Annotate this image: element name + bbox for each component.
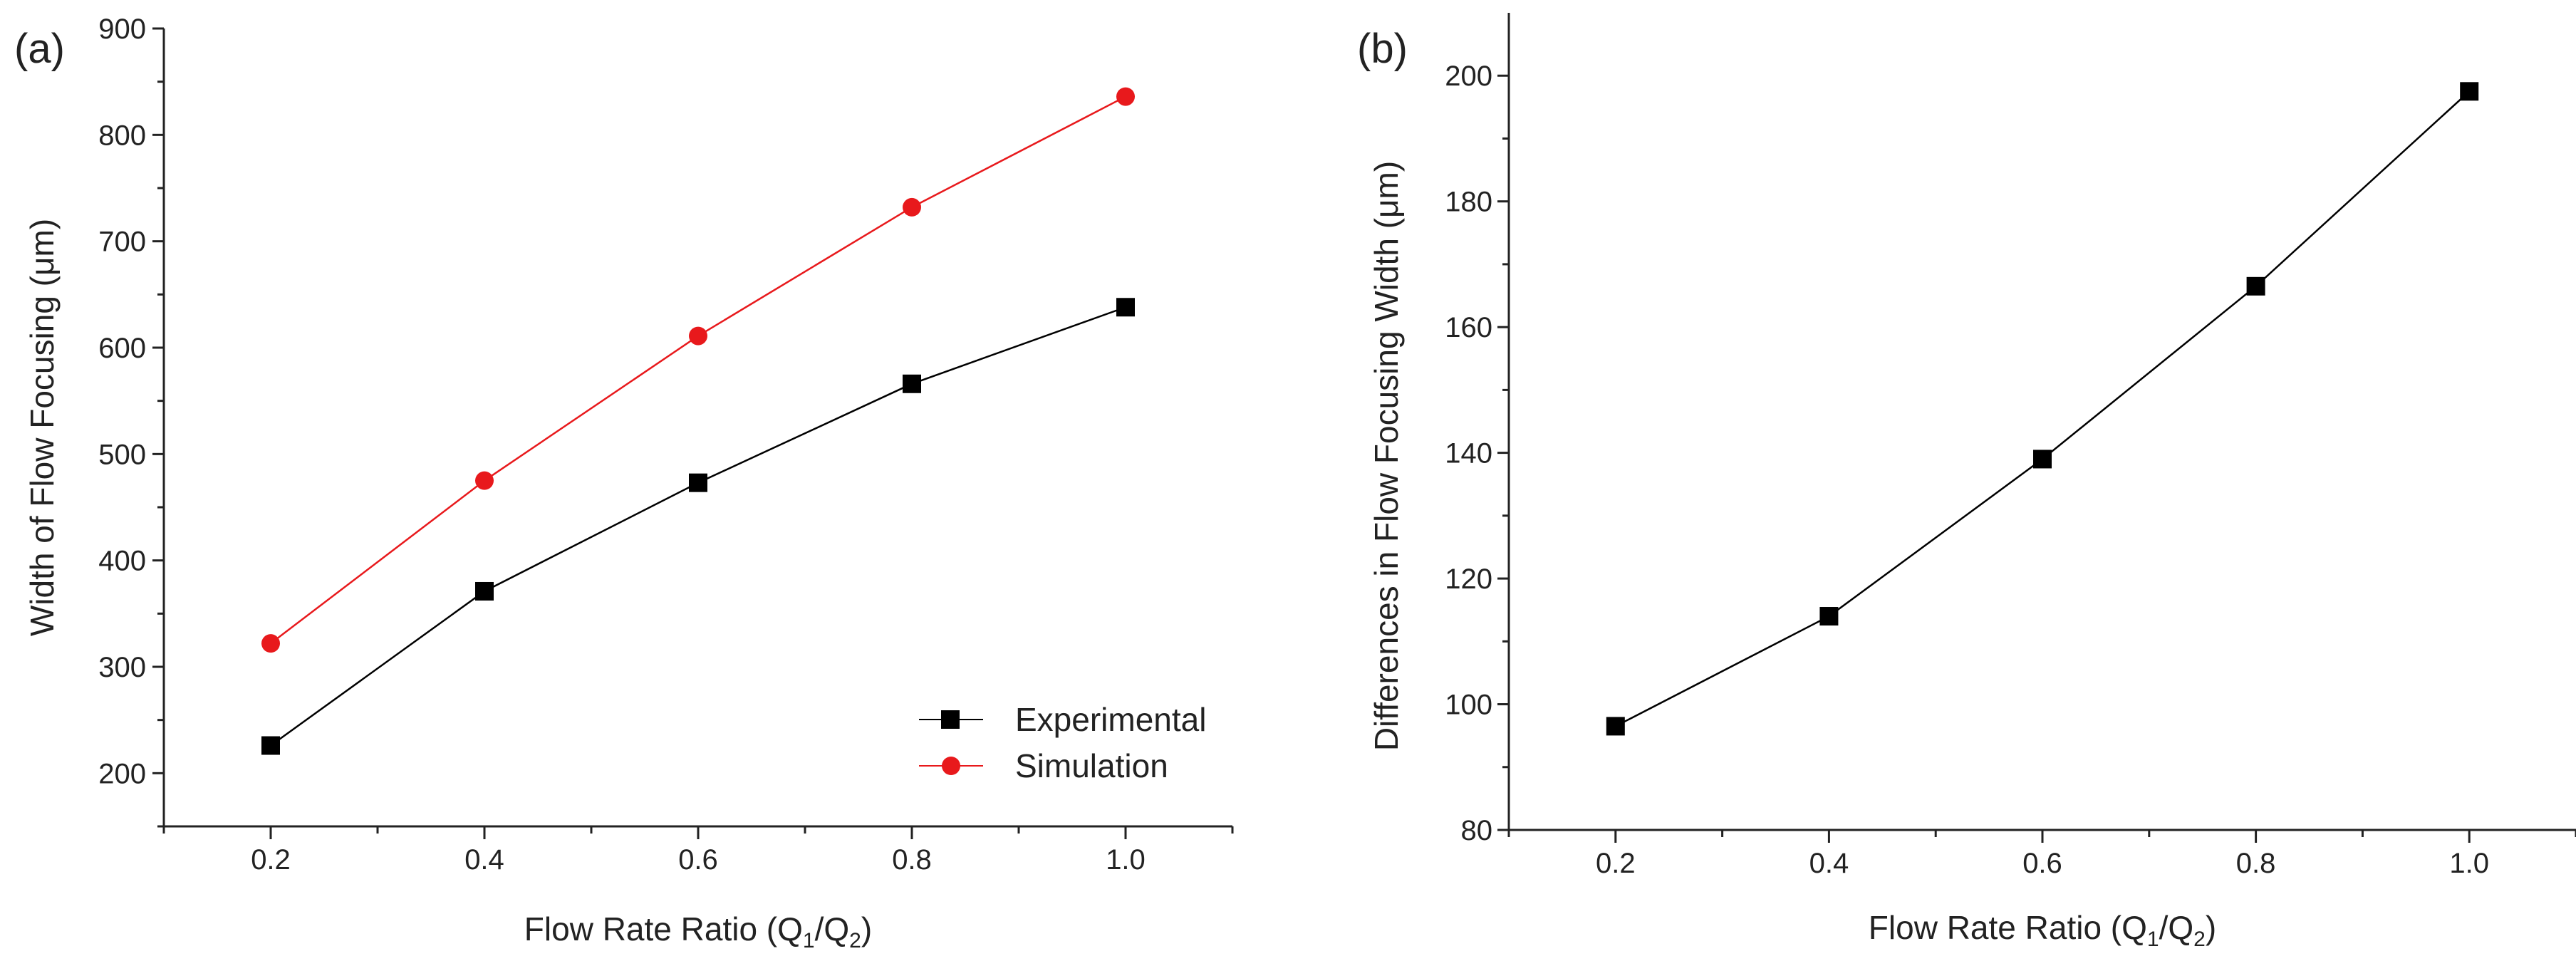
data-point-simulation: [475, 471, 494, 490]
x-tick-label: 0.8: [892, 844, 932, 876]
panel-a-label: (a): [14, 26, 65, 72]
chart-panel-b: (b) 0.2 0.4 0.6 0.8 1.0 80 100 120 140 160 180 200…: [1357, 13, 2576, 951]
x-tick-label: 0.6: [2022, 848, 2062, 879]
y-tick-label: 100: [1445, 690, 1492, 721]
panel-b-markers: [1606, 82, 2479, 736]
y-tick-label: 300: [98, 652, 146, 683]
data-point-simulation: [689, 326, 707, 346]
legend-experimental-label: Experimental: [1015, 701, 1206, 738]
data-point-experimental: [261, 736, 280, 755]
x-tick-label: 0.2: [1596, 848, 1636, 879]
panel-b-axes-frame: [1507, 13, 2576, 831]
y-tick-label: 200: [1445, 61, 1492, 92]
y-tick-label: 80: [1461, 815, 1493, 846]
data-point-simulation: [261, 634, 280, 653]
panel-a-x-ticks: 0.2 0.4 0.6 0.8 1.0: [162, 826, 1234, 876]
y-tick-label: 180: [1445, 187, 1492, 218]
data-point-difference: [2033, 450, 2052, 469]
y-tick-label: 140: [1445, 438, 1492, 469]
data-point-simulation: [1116, 87, 1135, 106]
y-tick-label: 500: [98, 439, 146, 470]
legend-simulation-marker: [942, 757, 960, 775]
y-tick-label: 600: [98, 333, 146, 364]
data-point-simulation: [903, 197, 921, 217]
chart-panel-a: (a) 0.2 0.4 0.6 0.8 1.0 200 300 400 500 600 700 80…: [14, 14, 1234, 952]
legend-simulation-label: Simulation: [1015, 747, 1168, 784]
panel-a-y-axis-label: Width of Flow Focusing (μm): [24, 219, 61, 636]
y-tick-label: 400: [98, 546, 146, 577]
x-tick-label: 0.4: [1809, 848, 1849, 879]
data-point-difference: [1819, 607, 1839, 626]
legend-experimental-marker: [941, 710, 960, 729]
panel-a-y-ticks: 200 300 400 500 600 700 800 900: [98, 14, 164, 828]
data-point-difference: [1606, 717, 1625, 736]
x-tick-label: 1.0: [1106, 844, 1146, 876]
y-tick-label: 200: [98, 758, 146, 789]
y-tick-label: 900: [98, 14, 146, 45]
data-point-difference: [2246, 276, 2265, 296]
data-point-experimental: [1116, 298, 1135, 317]
x-tick-label: 0.8: [2236, 848, 2276, 879]
series-line-difference: [1615, 90, 2471, 727]
y-tick-label: 700: [98, 227, 146, 258]
panel-b-y-ticks: 80 100 120 140 160 180 200: [1445, 61, 1509, 846]
panel-a-markers: [261, 87, 1135, 755]
panel-a-x-axis-label: Flow Rate Ratio (Q1/Q2): [524, 910, 872, 952]
panel-b-series-lines: [1615, 90, 2471, 727]
data-point-experimental: [689, 473, 707, 492]
panel-b-label: (b): [1357, 26, 1408, 72]
panel-b-x-axis-label: Flow Rate Ratio (Q1/Q2): [1869, 909, 2216, 951]
series-line-simulation: [270, 95, 1126, 645]
panel-a-series-lines: [270, 95, 1126, 747]
x-tick-label: 0.6: [678, 844, 718, 876]
x-tick-label: 1.0: [2449, 848, 2489, 879]
panel-b-x-ticks: 0.2 0.4 0.6 0.8 1.0: [1507, 830, 2576, 879]
y-tick-label: 800: [98, 120, 146, 151]
y-tick-label: 160: [1445, 312, 1492, 343]
series-line-experimental: [270, 306, 1126, 747]
data-point-experimental: [475, 581, 494, 601]
x-tick-label: 0.4: [464, 844, 504, 876]
data-point-difference: [2460, 82, 2479, 101]
panel-b-y-axis-label: Differences in Flow Focusing Width (μm): [1368, 161, 1405, 751]
panel-a-legend: Experimental Simulation: [919, 701, 1206, 784]
y-tick-label: 120: [1445, 564, 1492, 595]
x-tick-label: 0.2: [251, 844, 291, 876]
data-point-experimental: [903, 374, 921, 393]
